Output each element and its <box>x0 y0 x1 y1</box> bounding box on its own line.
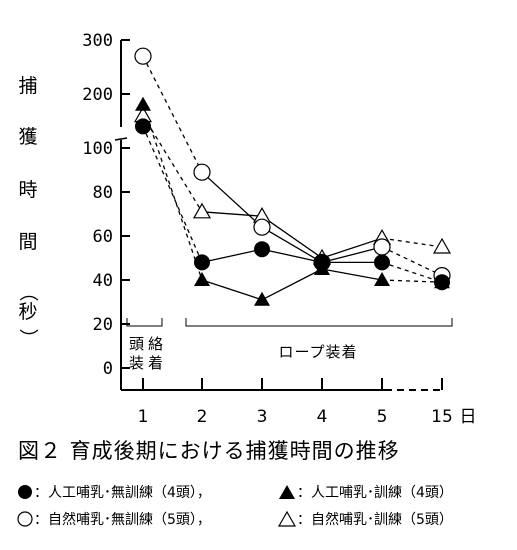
data-point-open_circle <box>193 163 211 181</box>
series-line-open_circle <box>321 246 383 264</box>
data-point-filled_circle <box>314 254 330 271</box>
y-label-char-6: 秒 <box>18 301 37 323</box>
data-point-filled_circle <box>194 254 210 271</box>
series-line-open_circle <box>201 171 263 228</box>
series-line-filled_circle <box>381 261 443 283</box>
series-line-filled_triangle <box>201 279 263 301</box>
y-axis-label: 捕 獲 時 間 （ 秒 ） <box>17 75 39 348</box>
legend: ：人工哺乳･無訓練（4頭）， ：人工哺乳･訓練（4頭） ：自然哺乳･無訓練（5頭… <box>17 485 453 528</box>
series-line-open_triangle <box>261 215 323 259</box>
series-line-open_triangle <box>201 211 263 217</box>
series-line-filled_triangle <box>321 268 383 281</box>
y-tick-label: 20 <box>93 315 113 335</box>
series-line-open_triangle <box>321 237 383 259</box>
y-tick-label: 0 <box>103 359 113 379</box>
x-tick-label: 15 <box>431 407 453 427</box>
data-point-filled_triangle <box>194 272 210 286</box>
y-tick-label: 60 <box>93 227 113 247</box>
data-point-open_triangle <box>432 237 452 254</box>
legend-marker-open-circle <box>17 511 33 527</box>
rope-bracket <box>185 318 453 327</box>
head-halter-char-2: 絡 <box>148 335 164 353</box>
series-line-filled_circle <box>142 126 203 263</box>
data-point-filled_triangle <box>374 272 390 286</box>
head-halter-char-1: 頭 <box>129 335 145 353</box>
data-point-filled_circle <box>135 118 151 135</box>
y-tick-label: 300 <box>82 31 113 51</box>
series-line-open_triangle <box>381 237 443 248</box>
y-label-char-7: ） <box>17 328 39 347</box>
data-point-open_triangle <box>192 202 212 219</box>
legend-marker-filled-triangle <box>279 485 295 499</box>
legend-marker-open-triangle <box>277 510 297 527</box>
series-line-filled_circle <box>201 248 263 264</box>
legend-marker-filled-circle <box>18 485 32 499</box>
x-tick-label: 4 <box>317 407 328 427</box>
data-point-open_circle <box>253 218 271 236</box>
x-unit-label: 日 <box>460 407 477 427</box>
axis-break-mark <box>114 137 128 141</box>
data-point-filled_circle <box>434 274 450 291</box>
head-halter-char-3: 装 <box>129 354 145 372</box>
x-ticks: 1 2 3 4 5 15 <box>138 378 453 427</box>
y-tick-label: 100 <box>82 139 113 159</box>
y-ticks: 0 20 40 60 80 100 200 300 <box>82 31 130 379</box>
rope-label: ロープ装着 <box>278 343 357 361</box>
y-tick-label: 80 <box>93 183 113 203</box>
data-point-filled_circle <box>254 241 270 258</box>
legend-label-open-circle: ：自然哺乳･無訓練（5頭）， <box>34 511 211 528</box>
y-tick-label: 200 <box>82 85 113 105</box>
series-line-open_circle <box>142 55 203 173</box>
x-tick-label: 5 <box>377 407 388 427</box>
legend-label-filled-circle: ：人工哺乳･無訓練（4頭）， <box>34 485 211 501</box>
data-point-filled_circle <box>374 254 390 271</box>
legend-label-filled-triangle: ：人工哺乳･訓練（4頭） <box>297 485 453 501</box>
head-halter-char-4: 着 <box>148 354 164 372</box>
data-point-filled_triangle <box>254 291 270 306</box>
data-point-open_circle <box>134 47 152 65</box>
series-line-open_circle <box>261 226 323 263</box>
series-line-open_triangle <box>142 115 203 213</box>
rope-annotation: ロープ装着 <box>185 318 453 361</box>
series-line-filled_triangle <box>261 268 323 301</box>
series-line-filled_circle <box>261 248 323 264</box>
figure-caption: 図２ 育成後期における捕獲時間の推移 <box>18 439 400 463</box>
data-point-open_circle <box>373 238 391 256</box>
y-label-char-3: 時 <box>18 179 37 201</box>
y-label-char-4: 間 <box>18 231 37 253</box>
y-label-char-1: 捕 <box>18 75 37 97</box>
y-label-char-5: （ <box>17 282 39 301</box>
plot-area <box>133 47 452 306</box>
x-tick-label: 3 <box>257 407 268 427</box>
data-point-filled_triangle <box>135 96 151 111</box>
x-tick-label: 2 <box>197 407 208 427</box>
head-halter-annotation: 頭 絡 装 着 <box>126 318 164 372</box>
series-line-filled_triangle <box>142 104 203 281</box>
y-tick-label: 40 <box>93 271 113 291</box>
y-label-char-2: 獲 <box>18 126 37 148</box>
head-halter-bracket <box>126 318 163 327</box>
series-line-filled_triangle <box>381 279 443 283</box>
legend-label-open-triangle: ：自然哺乳･訓練（5頭） <box>297 511 453 528</box>
series-line-open_circle <box>381 246 443 277</box>
x-tick-label: 1 <box>138 407 149 427</box>
